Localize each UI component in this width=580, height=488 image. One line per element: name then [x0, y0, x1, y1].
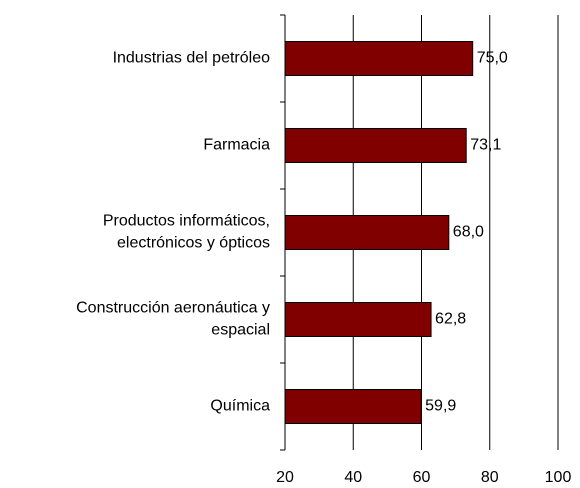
- x-tick-label: 40: [344, 469, 362, 486]
- y-tick-label: Productos informáticos,: [103, 213, 270, 230]
- bar: [284, 302, 432, 337]
- y-tick-label: Química: [210, 398, 270, 415]
- value-label: 62,8: [435, 311, 466, 328]
- bar: [284, 215, 450, 250]
- y-tick-label: electrónicos y ópticos: [117, 235, 270, 252]
- bar: [284, 389, 422, 424]
- y-tick-label: Industrias del petróleo: [113, 50, 271, 67]
- x-tick-label: 60: [413, 469, 431, 486]
- bar: [284, 41, 474, 76]
- x-tick-label: 80: [481, 469, 499, 486]
- x-tick-label: 100: [545, 469, 572, 486]
- y-tick-label: Farmacia: [203, 137, 270, 154]
- value-label: 75,0: [477, 50, 508, 67]
- value-label: 59,9: [425, 398, 456, 415]
- bar: [284, 128, 467, 163]
- value-label: 68,0: [453, 224, 484, 241]
- y-tick-label: espacial: [211, 322, 270, 339]
- y-tick-label: Construcción aeronáutica y: [76, 300, 270, 317]
- value-label: 73,1: [470, 137, 501, 154]
- x-tick-label: 20: [276, 469, 294, 486]
